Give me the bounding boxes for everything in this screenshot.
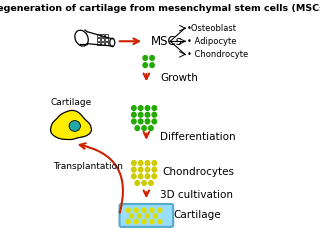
Circle shape (134, 180, 140, 186)
Circle shape (151, 173, 157, 180)
Text: Regeneration of cartilage from mesenchymal stem cells (MSCs): Regeneration of cartilage from mesenchym… (0, 4, 320, 13)
Circle shape (131, 173, 137, 180)
Circle shape (125, 207, 131, 213)
Text: Transplantation: Transplantation (53, 162, 123, 171)
Circle shape (138, 105, 144, 111)
Circle shape (131, 160, 137, 166)
Circle shape (145, 160, 150, 166)
Text: MSCs: MSCs (151, 35, 183, 48)
Text: Differentiation: Differentiation (160, 132, 236, 142)
Text: •Osteoblast: •Osteoblast (187, 24, 236, 33)
Circle shape (131, 112, 137, 118)
Text: Cartilage: Cartilage (51, 98, 92, 107)
Text: 3D cultivation: 3D cultivation (160, 190, 233, 200)
Circle shape (151, 167, 157, 173)
Circle shape (145, 118, 150, 125)
Circle shape (148, 180, 154, 186)
Circle shape (145, 173, 150, 180)
Circle shape (138, 167, 144, 173)
Circle shape (142, 55, 148, 61)
Circle shape (131, 167, 137, 173)
Circle shape (151, 112, 157, 118)
Circle shape (148, 125, 154, 131)
Text: Cartilage: Cartilage (174, 210, 221, 221)
Circle shape (131, 105, 137, 111)
Circle shape (149, 62, 155, 68)
Circle shape (151, 160, 157, 166)
Circle shape (138, 173, 144, 180)
Circle shape (142, 62, 148, 68)
Circle shape (138, 160, 144, 166)
Circle shape (145, 167, 150, 173)
Polygon shape (51, 110, 92, 139)
Circle shape (133, 207, 139, 213)
Circle shape (145, 105, 150, 111)
Circle shape (129, 213, 134, 219)
Circle shape (151, 105, 157, 111)
Text: Chondrocytes: Chondrocytes (162, 168, 234, 178)
Text: • Adipocyte: • Adipocyte (187, 37, 236, 46)
Text: • Chondrocyte: • Chondrocyte (187, 50, 248, 59)
Circle shape (149, 55, 155, 61)
Circle shape (145, 213, 150, 219)
Circle shape (138, 112, 144, 118)
Circle shape (145, 112, 150, 118)
Circle shape (157, 207, 163, 213)
Circle shape (141, 125, 147, 131)
Circle shape (131, 118, 137, 125)
Circle shape (153, 213, 158, 219)
Circle shape (125, 219, 131, 224)
Circle shape (138, 118, 144, 125)
Circle shape (151, 118, 157, 125)
Circle shape (149, 219, 155, 224)
FancyBboxPatch shape (120, 204, 173, 227)
Circle shape (141, 207, 147, 213)
Text: Growth: Growth (160, 73, 198, 83)
Circle shape (141, 180, 147, 186)
Circle shape (137, 213, 142, 219)
Circle shape (133, 219, 139, 224)
Circle shape (141, 219, 147, 224)
Circle shape (157, 219, 163, 224)
Ellipse shape (69, 120, 80, 131)
Circle shape (149, 207, 155, 213)
Circle shape (134, 125, 140, 131)
